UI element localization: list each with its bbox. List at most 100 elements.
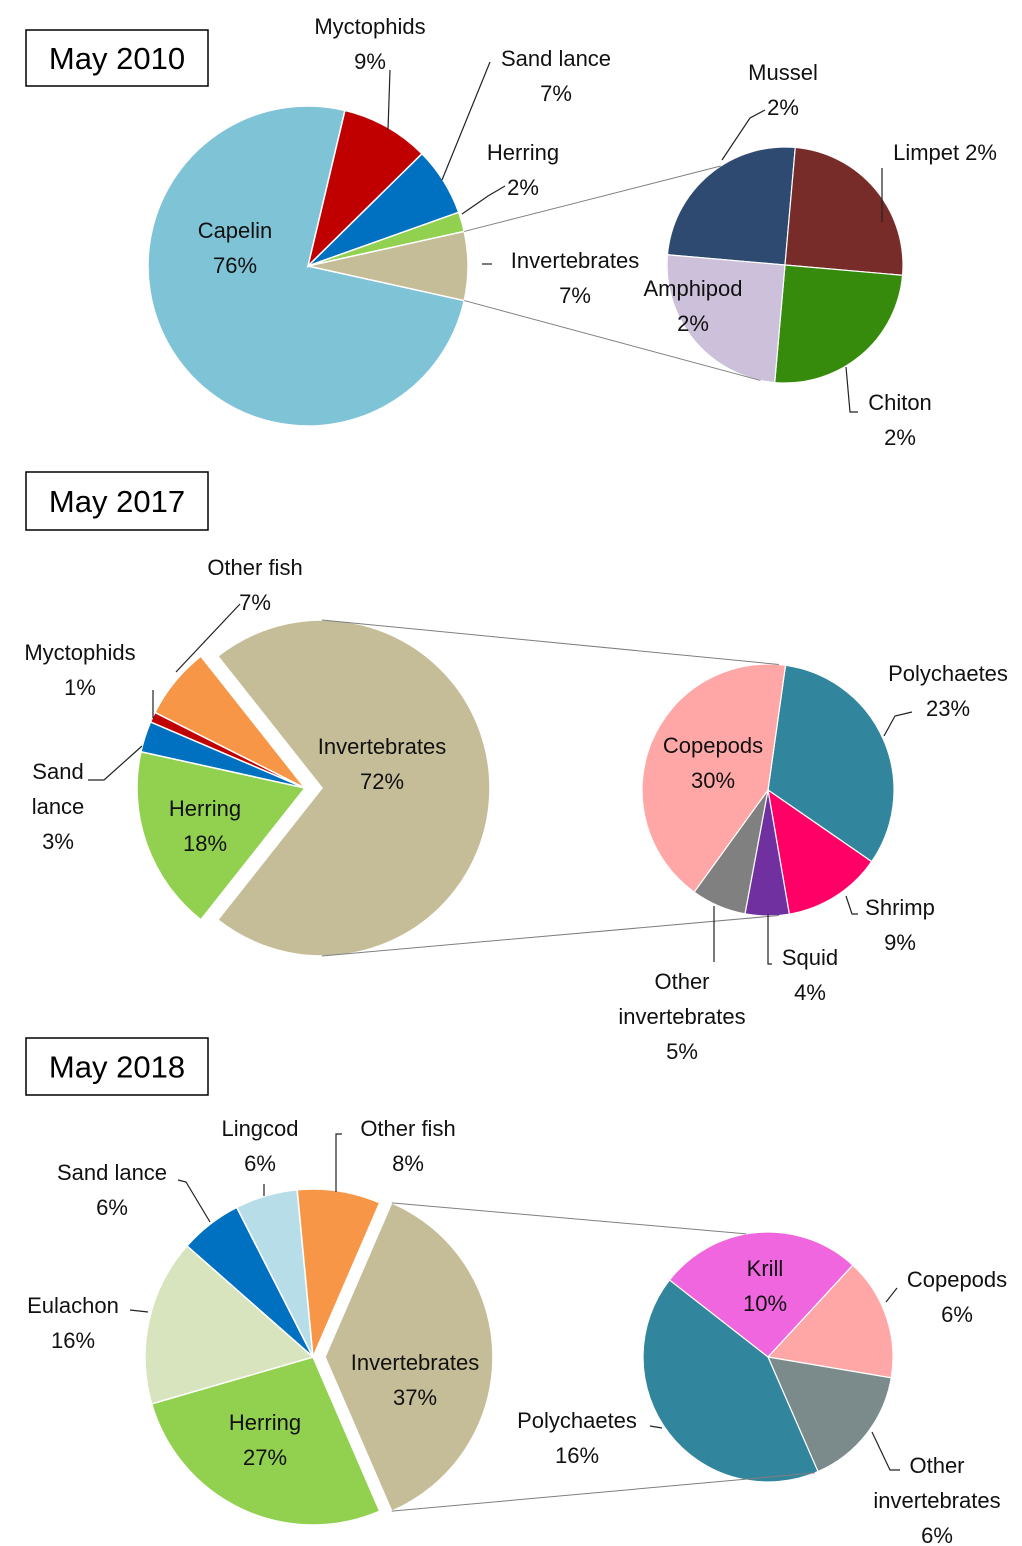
leader-line [871, 1431, 900, 1471]
leader-line [129, 1309, 149, 1313]
title-box [25, 1037, 209, 1096]
leader-line [649, 1425, 663, 1429]
leader-line [461, 185, 506, 215]
pie-slice [147, 105, 466, 427]
leader-line [845, 895, 858, 915]
slice-percent: 1% [64, 674, 96, 700]
sub-pie-slice [784, 146, 904, 276]
sub-pie-slice [641, 663, 787, 893]
sub-pie-slice [642, 1279, 819, 1483]
slice-name: Shrimp [865, 894, 935, 920]
connector-line [464, 165, 721, 232]
leader-line [387, 69, 391, 131]
slice-label: Shrimp 9% [800, 890, 1000, 960]
sub-pie-slice [767, 1356, 892, 1473]
slice-percent: 7% [540, 80, 572, 106]
slice-name: Mussel [748, 59, 818, 85]
sub-pie-slice [668, 1231, 854, 1358]
leader-line [883, 711, 913, 737]
slice-name: Myctophids [314, 13, 426, 39]
sub-pie-slice [767, 788, 873, 915]
slice-label: Mussel 2% [683, 55, 883, 125]
slice-percent: 5% [666, 1038, 698, 1064]
slice-percent: 37% [392, 1384, 438, 1410]
slice-percent: 6% [941, 1301, 973, 1327]
slice-name: Other fish [360, 1115, 456, 1141]
slice-label: Krill 10% [665, 1251, 865, 1321]
slice-percent: 16% [554, 1442, 600, 1468]
slice-name: Sand lance [31, 758, 85, 819]
slice-percent: 6% [921, 1522, 953, 1546]
slice-name: Amphipod [643, 275, 743, 301]
slice-label: Chiton 2% [800, 385, 1000, 455]
pie-slice [216, 619, 491, 957]
leader-line [175, 603, 241, 673]
slice-percent: 9% [354, 48, 386, 74]
slice-name: Copepods [662, 732, 764, 758]
slice-percent: 3% [42, 828, 74, 854]
pie-slice [144, 1244, 315, 1405]
slice-percent: 76% [212, 252, 258, 278]
slice-label: Invertebrates 7% [475, 243, 675, 313]
slice-name: Limpet [893, 139, 960, 165]
slice-name: Other invertebrates [873, 1452, 1001, 1513]
sub-pie-slice [774, 264, 904, 384]
leader-line [721, 109, 766, 161]
slice-label: Copepods 30% [613, 728, 813, 798]
slice-percent: 7% [239, 589, 271, 615]
slice-label: Invertebrates 72% [282, 729, 482, 799]
pie-slice [324, 1201, 494, 1513]
slice-label: Other invertebrates 6% [852, 1448, 1022, 1546]
sub-pie-slice [666, 146, 796, 266]
slice-label: Other fish 7% [155, 550, 355, 620]
slice-name: Sand lance [56, 1159, 168, 1185]
slice-label: Lingcod 6% [160, 1111, 360, 1181]
slice-label: Polychaetes 16% [477, 1403, 677, 1473]
slice-percent: 6% [244, 1150, 276, 1176]
slice-name: Capelin [197, 217, 273, 243]
slice-name: Sand lance [500, 45, 612, 71]
chart-title: May 2010 [49, 41, 185, 76]
pie-slice [306, 109, 424, 269]
slice-name: Herring [486, 139, 560, 165]
slice-percent: 10% [742, 1290, 788, 1316]
slice-percent: 2% [965, 139, 997, 165]
chart-title: May 2017 [49, 484, 185, 519]
slice-name: Invertebrates [350, 1349, 480, 1375]
sub-pie-slice [767, 664, 895, 863]
leader-line [177, 1179, 211, 1223]
slice-percent: 2% [677, 310, 709, 336]
slice-label: Other invertebrates 5% [607, 964, 757, 1069]
title-box [25, 471, 209, 531]
slice-label: Herring 2% [423, 135, 623, 205]
slice-label: Invertebrates 37% [315, 1345, 515, 1415]
slice-label: Squid 4% [710, 940, 910, 1010]
slice-label: Sand lance 6% [12, 1155, 212, 1225]
slice-percent: 30% [690, 767, 736, 793]
slice-label: Sand lance 3% [28, 754, 88, 859]
slice-label: Other fish 8% [308, 1111, 508, 1181]
slice-name: Myctophids [24, 639, 136, 665]
slice-percent: 18% [182, 830, 228, 856]
chart-title: May 2018 [49, 1050, 185, 1085]
pie-slice [150, 1356, 381, 1526]
connector-line [391, 1472, 815, 1512]
pie-slice [296, 1188, 381, 1358]
slice-label: Eulachon 16% [0, 1288, 173, 1358]
slice-label: Sand lance 7% [456, 41, 656, 111]
slice-label: Herring 27% [165, 1405, 365, 1475]
leader-line [767, 914, 772, 965]
pie-slice [153, 655, 306, 789]
connector-line [321, 619, 780, 665]
slice-name: Other fish [207, 554, 303, 580]
leader-line [885, 1287, 898, 1303]
slice-percent: 16% [50, 1327, 96, 1353]
slice-name: Copepods [906, 1266, 1008, 1292]
slice-percent: 2% [767, 94, 799, 120]
slice-name: Lingcod [221, 1115, 299, 1141]
slice-label: Amphipod 2% [593, 271, 793, 341]
slice-name: Herring [228, 1409, 302, 1435]
slice-percent: 4% [794, 979, 826, 1005]
